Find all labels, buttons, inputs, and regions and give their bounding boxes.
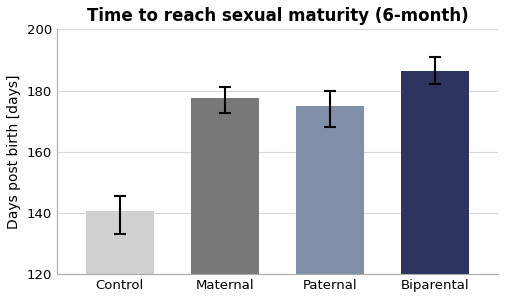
Y-axis label: Days post birth [days]: Days post birth [days] bbox=[7, 74, 21, 229]
Bar bbox=[296, 106, 364, 274]
Bar bbox=[86, 211, 154, 274]
Bar bbox=[191, 98, 259, 274]
Bar bbox=[401, 71, 469, 274]
Title: Time to reach sexual maturity (6-month): Time to reach sexual maturity (6-month) bbox=[86, 7, 468, 25]
